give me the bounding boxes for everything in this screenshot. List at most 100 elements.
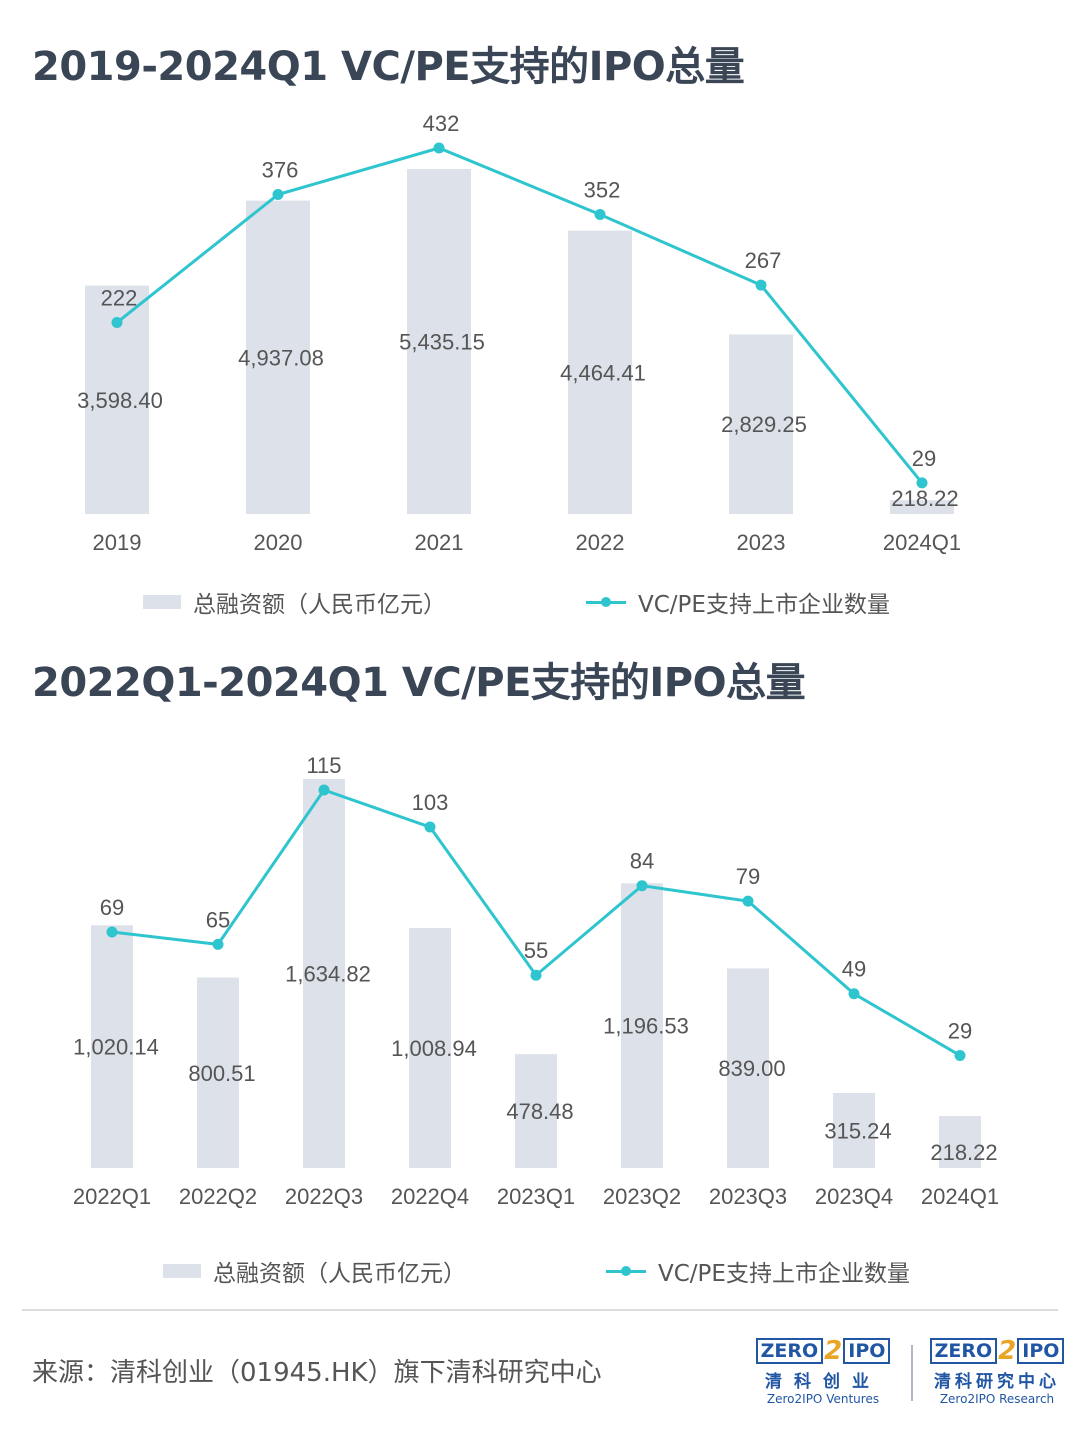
bar xyxy=(939,1116,981,1168)
line-point xyxy=(742,895,754,907)
line-point xyxy=(594,208,606,220)
line-point xyxy=(916,477,928,489)
line-point xyxy=(636,880,648,892)
bar xyxy=(197,977,239,1168)
bar-value-label: 5,435.15 xyxy=(399,330,485,355)
logo-zero: ZERO xyxy=(929,1338,998,1364)
x-tick-label: 2024Q1 xyxy=(883,530,961,555)
line-point xyxy=(212,938,224,950)
x-tick-label: 2022Q3 xyxy=(285,1184,363,1209)
legend-bar-label: 总融资额（人民币亿元） xyxy=(213,1261,466,1287)
bar-value-label: 839.00 xyxy=(718,1056,785,1081)
x-tick-label: 2023Q3 xyxy=(709,1184,787,1209)
legend-line-swatch xyxy=(606,1265,646,1276)
x-tick-label: 2023 xyxy=(737,530,786,555)
line-point xyxy=(848,988,860,1000)
logo-zero: ZERO xyxy=(755,1338,824,1364)
line-point xyxy=(530,969,542,981)
x-tick-label: 2023Q2 xyxy=(603,1184,681,1209)
x-tick-label: 2023Q4 xyxy=(815,1184,893,1209)
chart1-legend: 总融资额（人民币亿元） VC/PE支持上市企业数量 xyxy=(143,585,890,619)
legend-bar-item: 总融资额（人民币亿元） xyxy=(143,585,446,619)
bar-value-label: 315.24 xyxy=(824,1118,891,1143)
line-point xyxy=(755,279,767,291)
zero2ipo-research-logo: ZERO 2 IPO 清科研究中心 Zero2IPO Research xyxy=(929,1336,1065,1406)
logo-ipo: IPO xyxy=(843,1338,891,1364)
logo-mark: ZERO 2 IPO xyxy=(755,1336,891,1366)
bar xyxy=(568,230,632,514)
footer-divider xyxy=(22,1309,1058,1311)
line-value-label: 115 xyxy=(306,753,341,778)
line-point xyxy=(424,821,436,833)
source-note: 来源：清科创业（01945.HK）旗下清科研究中心 xyxy=(32,1358,602,1388)
chart1-plot: 3,598.40 4,937.08 5,435.15 4,464.41 2,829.25… xyxy=(77,111,961,555)
line-value-label: 432 xyxy=(423,111,460,136)
bar-value-label: 4,937.08 xyxy=(238,345,324,370)
legend-line-swatch xyxy=(586,596,626,607)
line-value-label: 376 xyxy=(262,158,299,183)
line-value-label: 267 xyxy=(745,248,782,273)
line-value-label: 29 xyxy=(912,446,936,471)
bar-value-label: 218.22 xyxy=(891,486,958,511)
x-tick-label: 2022Q2 xyxy=(179,1184,257,1209)
bar-value-label: 1,634.82 xyxy=(285,962,371,987)
bar xyxy=(727,968,769,1168)
line-point xyxy=(954,1049,966,1061)
bar-value-label: 2,829.25 xyxy=(721,412,807,437)
line-value-label: 79 xyxy=(736,864,760,889)
legend-line-label: VC/PE支持上市企业数量 xyxy=(658,1261,910,1287)
legend-line-label: VC/PE支持上市企业数量 xyxy=(638,592,890,618)
line-value-label: 103 xyxy=(412,790,449,815)
bar xyxy=(303,779,345,1168)
x-tick-label: 2024Q1 xyxy=(921,1184,999,1209)
logo-mark: ZERO 2 IPO xyxy=(929,1336,1065,1366)
x-tick-label: 2021 xyxy=(415,530,464,555)
logo-two: 2 xyxy=(824,1336,843,1366)
line-point xyxy=(318,784,330,796)
x-tick-label: 2022Q4 xyxy=(391,1184,469,1209)
line-value-label: 29 xyxy=(948,1018,972,1043)
legend-line-item: VC/PE支持上市企业数量 xyxy=(586,585,890,619)
legend-line-item: VC/PE支持上市企业数量 xyxy=(606,1254,910,1288)
bar xyxy=(246,200,310,514)
line-value-label: 49 xyxy=(842,957,866,982)
bar-value-label: 1,008.94 xyxy=(391,1036,477,1061)
line-value-label: 55 xyxy=(524,938,548,963)
bar-value-label: 800.51 xyxy=(188,1061,255,1086)
bar-value-label: 218.22 xyxy=(930,1140,997,1165)
line-point xyxy=(433,142,445,154)
bar-value-label: 478.48 xyxy=(506,1099,573,1124)
chart1-title: 2019-2024Q1 VC/PE支持的IPO总量 xyxy=(32,44,745,90)
logo-cn-name: 清科研究中心 xyxy=(934,1372,1060,1392)
x-tick-label: 2022Q1 xyxy=(73,1184,151,1209)
line-point xyxy=(272,189,284,201)
bar-value-label: 4,464.41 xyxy=(560,360,646,385)
chart2-plot: 1,020.14 800.51 1,634.82 1,008.94 478.48 1,19… xyxy=(73,753,999,1209)
bar xyxy=(890,500,954,514)
line-value-label: 352 xyxy=(584,177,621,202)
legend-bar-swatch xyxy=(143,595,181,609)
zero2ipo-ventures-logo: ZERO 2 IPO 清科创业 Zero2IPO Ventures xyxy=(755,1336,891,1406)
line-value-label: 84 xyxy=(630,849,654,874)
bar xyxy=(91,925,133,1168)
bar xyxy=(729,334,793,514)
bar xyxy=(621,883,663,1168)
chart2-legend: 总融资额（人民币亿元） VC/PE支持上市企业数量 xyxy=(163,1254,910,1288)
chart2-title: 2022Q1-2024Q1 VC/PE支持的IPO总量 xyxy=(32,660,806,706)
x-tick-label: 2019 xyxy=(93,530,142,555)
line-series xyxy=(116,146,924,484)
logo-two: 2 xyxy=(998,1336,1017,1366)
logo-en-name: Zero2IPO Ventures xyxy=(766,1392,880,1406)
bar xyxy=(515,1054,557,1168)
line-series xyxy=(111,788,961,1057)
x-tick-label: 2023Q1 xyxy=(497,1184,575,1209)
line-value-label: 69 xyxy=(100,895,124,920)
bar-value-label: 1,020.14 xyxy=(73,1035,159,1060)
legend-bar-swatch xyxy=(163,1264,201,1278)
line-value-label: 222 xyxy=(101,286,138,311)
logo-separator xyxy=(911,1345,913,1401)
logo-cn-name: 清科创业 xyxy=(765,1372,881,1392)
bar xyxy=(409,927,451,1168)
line-value-label: 65 xyxy=(206,907,230,932)
bar xyxy=(407,169,471,514)
